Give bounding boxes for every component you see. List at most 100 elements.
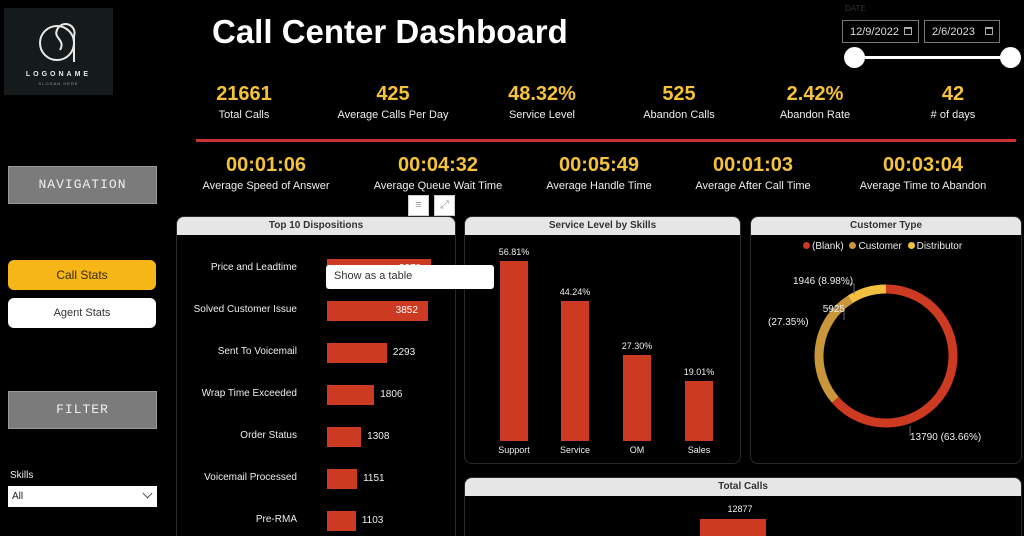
panel-title: Top 10 Dispositions: [177, 217, 455, 235]
legend-dot: [849, 242, 857, 249]
disposition-value: 1806: [380, 389, 403, 400]
nav-call-stats-button[interactable]: Call Stats: [8, 260, 156, 290]
disposition-row: Order Status 1308: [177, 427, 457, 447]
disposition-bar[interactable]: [327, 511, 356, 531]
service-level-value: 27.30%: [621, 340, 653, 351]
date-end-input[interactable]: 2/6/2023: [924, 20, 1000, 43]
kpi-label: Average Calls Per Day: [337, 109, 449, 121]
divider: [196, 139, 1016, 142]
logo-mark-icon: [39, 23, 76, 62]
kpi-card: 2.42% Abandon Rate: [735, 83, 895, 121]
service-level-value: 19.01%: [683, 366, 715, 377]
legend-item-distributor[interactable]: Distributor: [907, 241, 962, 252]
disposition-label: Price and Leadtime: [210, 262, 297, 273]
service-level-value: 44.24%: [559, 286, 591, 297]
service-level-value: 56.81%: [498, 247, 530, 257]
focus-mode-icon[interactable]: ⤢: [434, 195, 455, 216]
leader-line: [827, 307, 845, 320]
kpi-label: Average Handle Time: [546, 180, 652, 192]
kpi-label: Service Level: [508, 109, 576, 121]
disposition-label: Order Status: [240, 430, 297, 441]
kpi-card: 00:01:03 Average After Call Time: [673, 154, 833, 192]
disposition-row: Solved Customer Issue 3852: [177, 301, 457, 321]
legend-item-customer[interactable]: Customer: [849, 241, 902, 252]
service-level-category: Sales: [687, 445, 711, 455]
skills-dropdown[interactable]: All: [8, 486, 157, 507]
disposition-row: Pre-RMA 1103: [177, 511, 457, 531]
page-title: Call Center Dashboard: [212, 13, 568, 50]
kpi-label: Average Speed of Answer: [202, 180, 330, 192]
logo-slogan: SLOGAN HERE: [38, 81, 79, 86]
donut-slice-blank[interactable]: [831, 284, 958, 428]
disposition-label: Wrap Time Exceeded: [201, 388, 297, 399]
disposition-bar[interactable]: [327, 427, 362, 447]
disposition-value: 1308: [367, 431, 390, 442]
kpi-label: Abandon Rate: [779, 109, 851, 121]
donut-label-distributor: 1946 (8.98%): [793, 276, 854, 287]
legend-dot: [907, 242, 915, 249]
disposition-label: Solved Customer Issue: [193, 304, 297, 315]
skills-value: All: [12, 491, 24, 502]
kpi-card: 00:01:06 Average Speed of Answer: [186, 154, 346, 192]
kpi-value: 00:05:49: [558, 154, 640, 176]
disposition-value: 1151: [363, 473, 385, 484]
date-range-end-handle[interactable]: [1000, 47, 1021, 68]
kpi-card: 00:05:49 Average Handle Time: [519, 154, 679, 192]
calendar-icon[interactable]: [985, 27, 993, 35]
date-range-start-handle[interactable]: [844, 47, 865, 68]
kpi-label: Total Calls: [218, 109, 270, 121]
date-start-input[interactable]: 12/9/2022: [842, 20, 919, 43]
kpi-card: 425 Average Calls Per Day: [313, 83, 473, 121]
service-level-bar[interactable]: [561, 300, 589, 441]
total-calls-bar[interactable]: [700, 519, 766, 536]
donut-label-customer-pct: (27.35%): [768, 317, 809, 328]
leader-line: [845, 283, 855, 294]
service-level-category: Service: [559, 445, 590, 455]
disposition-bar[interactable]: [327, 385, 375, 405]
service-level-category: Support: [498, 445, 530, 455]
kpi-label: Average After Call Time: [695, 180, 811, 192]
disposition-value: 1103: [361, 515, 384, 526]
kpi-label: Average Queue Wait Time: [373, 180, 503, 192]
kpi-value: 525: [662, 83, 696, 105]
logo: LOGONAME SLOGAN HERE: [4, 8, 113, 95]
donut-slice-customer[interactable]: [814, 295, 853, 403]
donut-label-customer-value: 5925: [822, 304, 845, 315]
customer-type-donut: [814, 283, 958, 436]
panel-title: Total Calls: [465, 478, 1021, 496]
disposition-bar[interactable]: [327, 301, 428, 321]
legend-item-blank[interactable]: (Blank): [803, 241, 844, 252]
total-calls-value-label: 12877: [727, 504, 753, 514]
filter-icon[interactable]: ≡: [408, 195, 429, 216]
kpi-value: 2.42%: [786, 83, 844, 105]
service-level-bar[interactable]: [500, 261, 528, 441]
kpi-value: 00:01:03: [712, 154, 794, 176]
logo-name: LOGONAME: [25, 71, 92, 78]
calendar-icon[interactable]: [904, 27, 912, 35]
nav-agent-stats-button[interactable]: Agent Stats: [8, 298, 156, 328]
kpi-value: 00:03:04: [882, 154, 964, 176]
donut-label-blank: 13790 (63.66%): [910, 432, 982, 443]
legend-dot: [803, 242, 810, 249]
disposition-label: Pre-RMA: [255, 514, 297, 525]
disposition-bar[interactable]: [327, 343, 387, 363]
panel-title: Service Level by Skills: [465, 217, 740, 235]
kpi-card: 48.32% Service Level: [462, 83, 622, 121]
service-level-bar[interactable]: [685, 380, 713, 441]
disposition-bar[interactable]: [327, 469, 358, 489]
top-dispositions-panel: Top 10 Dispositions Price and Leadtime 3…: [176, 216, 456, 536]
chevron-down-icon: [142, 488, 153, 499]
kpi-label: Abandon Calls: [643, 109, 715, 121]
customer-type-legend: (Blank) Customer Distributor: [803, 241, 965, 252]
service-level-panel: Service Level by Skills 56.81% Support 44.…: [464, 216, 741, 464]
service-level-bar[interactable]: [623, 354, 651, 441]
kpi-label: Average Time to Abandon: [859, 180, 987, 192]
kpi-label: # of days: [930, 109, 976, 121]
kpi-value: 42: [941, 83, 965, 105]
show-as-table-tooltip[interactable]: Show as a table: [326, 265, 494, 289]
navigation-header: NAVIGATION: [8, 166, 157, 204]
disposition-label: Voicemail Processed: [204, 472, 297, 483]
kpi-value: 00:01:06: [225, 154, 307, 176]
date-range-slider-track[interactable]: [855, 56, 1011, 59]
donut-slice-distributor[interactable]: [847, 284, 887, 304]
